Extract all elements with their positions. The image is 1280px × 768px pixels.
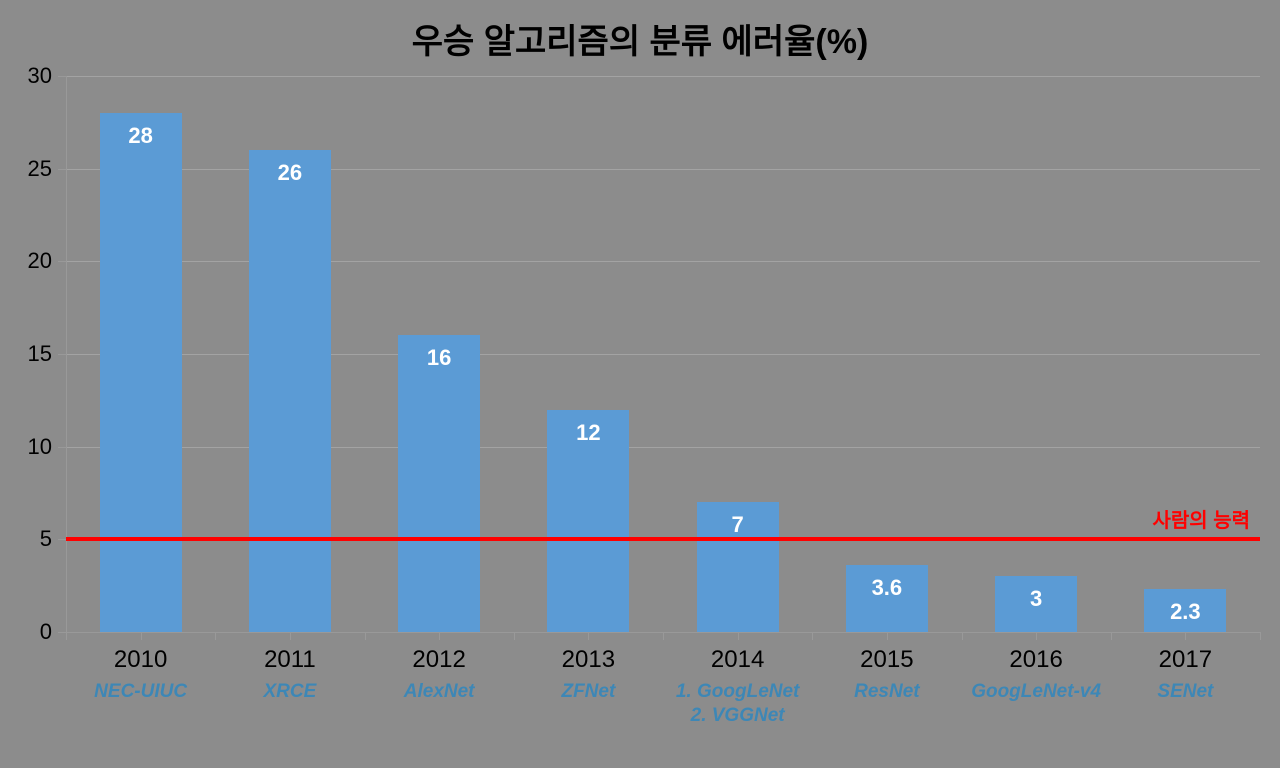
y-tick-label: 25 (28, 156, 52, 182)
y-tick-mark (58, 169, 66, 170)
x-boundary-tick (812, 632, 813, 640)
bar-value-label: 3 (995, 586, 1077, 612)
chart-title: 우승 알고리즘의 분류 에러율(%) (0, 14, 1280, 63)
x-tick-mark (1036, 632, 1037, 640)
x-tick-label: 2017 (1159, 646, 1212, 674)
algorithm-label: ResNet (854, 680, 919, 704)
algorithm-label: GoogLeNet-v4 (971, 680, 1101, 704)
gridline (66, 76, 1260, 77)
algorithm-label: ZFNet (561, 680, 615, 704)
x-boundary-tick (514, 632, 515, 640)
bar: 3.6 (846, 565, 928, 632)
bar: 16 (398, 335, 480, 632)
y-tick-mark (58, 632, 66, 633)
bar-value-label: 28 (100, 123, 182, 149)
x-tick-mark (141, 632, 142, 640)
x-tick-label: 2015 (860, 646, 913, 674)
x-tick-label: 2013 (562, 646, 615, 674)
x-boundary-tick (962, 632, 963, 640)
bar: 7 (697, 502, 779, 632)
algorithm-label: SENet (1157, 680, 1213, 704)
x-tick-label: 2014 (711, 646, 764, 674)
bar-value-label: 12 (547, 420, 629, 446)
x-tick-mark (439, 632, 440, 640)
x-boundary-tick (1111, 632, 1112, 640)
x-boundary-tick (365, 632, 366, 640)
bar: 28 (100, 113, 182, 632)
y-axis-line (66, 76, 67, 632)
y-tick-label: 5 (40, 526, 52, 552)
y-tick-mark (58, 261, 66, 262)
x-tick-mark (588, 632, 589, 640)
x-tick-mark (290, 632, 291, 640)
x-tick-mark (887, 632, 888, 640)
x-boundary-tick (66, 632, 67, 640)
bar: 2.3 (1144, 589, 1226, 632)
y-tick-label: 20 (28, 248, 52, 274)
plot-area: 051015202530282010NEC-UIUC262011XRCE1620… (66, 76, 1260, 632)
algorithm-label: NEC-UIUC (94, 680, 187, 704)
bar-value-label: 7 (697, 512, 779, 538)
y-tick-label: 30 (28, 63, 52, 89)
bar-value-label: 16 (398, 345, 480, 371)
reference-line-label: 사람의 능력 (1152, 504, 1250, 533)
reference-line (66, 537, 1260, 541)
x-tick-label: 2012 (412, 646, 465, 674)
x-tick-label: 2011 (264, 646, 316, 674)
x-boundary-tick (215, 632, 216, 640)
algorithm-label: 1. GoogLeNet 2. VGGNet (676, 680, 800, 728)
algorithm-label: AlexNet (404, 680, 475, 704)
gridline (66, 354, 1260, 355)
gridline (66, 169, 1260, 170)
bar: 26 (249, 150, 331, 632)
y-tick-mark (58, 354, 66, 355)
y-tick-label: 10 (28, 434, 52, 460)
y-tick-mark (58, 539, 66, 540)
gridline (66, 261, 1260, 262)
x-tick-mark (1185, 632, 1186, 640)
bar-value-label: 26 (249, 160, 331, 186)
x-tick-mark (738, 632, 739, 640)
x-tick-label: 2010 (114, 646, 167, 674)
y-tick-mark (58, 447, 66, 448)
bar-value-label: 2.3 (1144, 599, 1226, 625)
x-boundary-tick (663, 632, 664, 640)
x-boundary-tick (1260, 632, 1261, 640)
y-tick-mark (58, 76, 66, 77)
algorithm-label: XRCE (263, 680, 316, 704)
y-tick-label: 0 (40, 619, 52, 645)
bar: 3 (995, 576, 1077, 632)
x-tick-label: 2016 (1009, 646, 1062, 674)
bar-value-label: 3.6 (846, 575, 928, 601)
bar: 12 (547, 410, 629, 632)
gridline (66, 447, 1260, 448)
y-tick-label: 15 (28, 341, 52, 367)
